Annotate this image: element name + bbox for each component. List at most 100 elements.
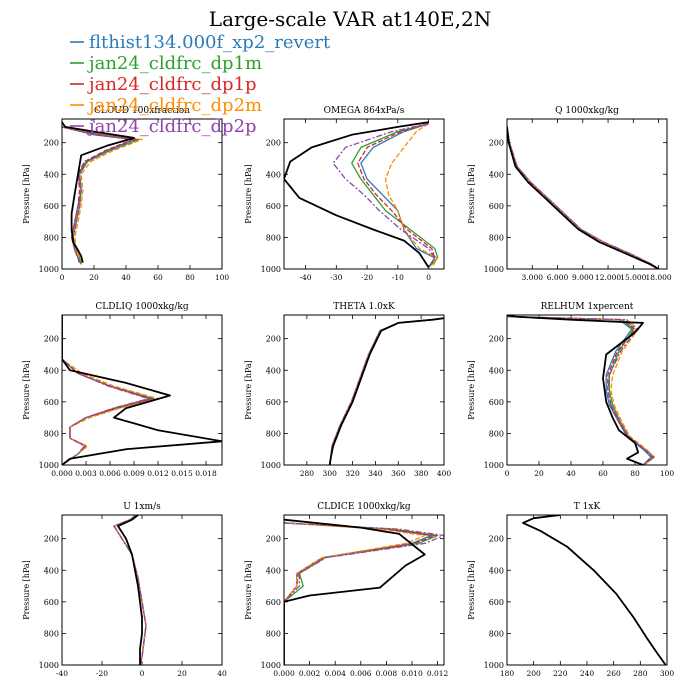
series-lines <box>507 315 655 465</box>
x-tick-label: 6.000 <box>547 273 569 282</box>
x-tick-label: 280 <box>633 669 648 678</box>
series-line-0 <box>522 515 667 665</box>
legend-label: flthist134.000f_xp2_revert <box>89 32 331 53</box>
series-line-3 <box>384 123 439 268</box>
x-tick-label: 40 <box>566 469 576 478</box>
series-line-4 <box>329 317 444 465</box>
reference-line <box>284 518 426 665</box>
series-line-0 <box>62 126 135 265</box>
x-tick-label: 0.012 <box>147 469 169 478</box>
x-tick-label: 240 <box>580 669 595 678</box>
x-tick-label: 80 <box>185 273 195 282</box>
x-tick-label: -10 <box>392 273 404 282</box>
y-tick-label: 1000 <box>39 661 59 670</box>
reference-line <box>62 121 135 263</box>
y-tick-label: 800 <box>44 629 59 638</box>
y-tick-label: 800 <box>44 429 59 438</box>
reference-line <box>328 317 444 465</box>
x-tick-label: 80 <box>630 469 640 478</box>
x-tick-label: 12.000 <box>595 273 621 282</box>
series-lines <box>522 515 667 665</box>
series-line-2 <box>357 123 436 268</box>
series-line-3 <box>522 515 667 665</box>
y-tick-label: 400 <box>44 566 59 575</box>
reference-line <box>117 515 143 665</box>
x-tick-label: 0.004 <box>324 669 346 678</box>
series-line-2 <box>507 126 659 269</box>
y-tick-label: 1000 <box>261 461 281 470</box>
panel-4: THETA 1.0xK Pressure [hPa] 200 400 600 800 100… <box>244 302 451 478</box>
x-tick-label: 340 <box>368 469 383 478</box>
y-tick-label: 400 <box>489 566 504 575</box>
x-tick-label: 0.006 <box>350 669 372 678</box>
y-tick-label: 1000 <box>484 461 504 470</box>
reference-line <box>284 121 430 268</box>
series-line-3 <box>284 522 426 665</box>
series-line-2 <box>507 315 654 465</box>
y-tick-label: 1000 <box>261 265 281 274</box>
x-tick-label: 320 <box>345 469 360 478</box>
x-tick-label: 0.012 <box>427 669 449 678</box>
x-tick-label: 0.000 <box>51 469 73 478</box>
y-tick-label: 800 <box>44 233 59 242</box>
x-tick-label: 260 <box>607 669 622 678</box>
figure-title: Large-scale VAR at140E,2N <box>209 7 491 31</box>
series-line-2 <box>329 317 444 465</box>
panel-title: T 1xK <box>574 502 601 512</box>
x-tick-label: 0.000 <box>273 669 295 678</box>
series-line-3 <box>62 315 159 465</box>
series-lines <box>62 121 143 265</box>
x-tick-label: 40 <box>217 669 227 678</box>
x-tick-label: 300 <box>660 669 675 678</box>
series-lines <box>284 121 439 268</box>
panel-title: U 1xm/s <box>123 502 161 512</box>
y-tick-label: 200 <box>266 139 281 148</box>
y-tick-label: 600 <box>489 398 504 407</box>
x-tick-label: 380 <box>414 469 429 478</box>
series-lines <box>328 317 444 465</box>
reference-line <box>62 315 222 465</box>
legend: flthist134.000f_xp2_revertjan24_cldfrc_d… <box>70 32 331 137</box>
series-line-4 <box>507 126 659 269</box>
x-tick-label: 0.018 <box>195 469 217 478</box>
series-line-1 <box>284 522 439 665</box>
series-line-0 <box>329 317 444 465</box>
reference-line <box>522 515 667 665</box>
x-tick-label: 0.003 <box>75 469 97 478</box>
y-tick-label: 600 <box>266 202 281 211</box>
series-lines <box>113 515 147 665</box>
y-tick-label: 600 <box>44 202 59 211</box>
y-tick-label: 600 <box>44 598 59 607</box>
panel-title: CLDLIQ 1000xkg/kg <box>95 302 189 312</box>
y-tick-label: 1000 <box>261 661 281 670</box>
y-tick-label: 400 <box>489 366 504 375</box>
series-line-3 <box>507 315 655 465</box>
x-tick-label: 60 <box>598 469 608 478</box>
x-tick-label: 0.010 <box>401 669 423 678</box>
x-tick-label: 15.000 <box>620 273 646 282</box>
x-tick-label: -20 <box>361 273 373 282</box>
x-tick-label: -30 <box>330 273 342 282</box>
y-tick-label: 200 <box>489 535 504 544</box>
x-tick-label: 9.000 <box>572 273 594 282</box>
panel-title: CLDICE 1000xkg/kg <box>317 502 411 512</box>
x-tick-label: 0 <box>426 273 431 282</box>
x-tick-label: -20 <box>96 669 108 678</box>
series-line-4 <box>62 126 137 265</box>
series-lines <box>62 315 222 465</box>
panel-frame <box>283 314 445 466</box>
series-line-1 <box>329 317 444 465</box>
y-tick-label: 200 <box>44 335 59 344</box>
y-tick-label: 800 <box>489 629 504 638</box>
panel-title: CLOUD 100xfraction <box>94 106 190 116</box>
y-axis-label: Pressure [hPa] <box>22 164 31 224</box>
series-line-0 <box>360 123 436 268</box>
y-axis-label: Pressure [hPa] <box>22 560 31 620</box>
y-tick-label: 400 <box>266 170 281 179</box>
panel-frame <box>506 118 668 270</box>
x-tick-label: 18.000 <box>645 273 671 282</box>
y-tick-label: 400 <box>44 366 59 375</box>
x-tick-label: 0.008 <box>376 669 398 678</box>
series-line-4 <box>284 522 444 665</box>
